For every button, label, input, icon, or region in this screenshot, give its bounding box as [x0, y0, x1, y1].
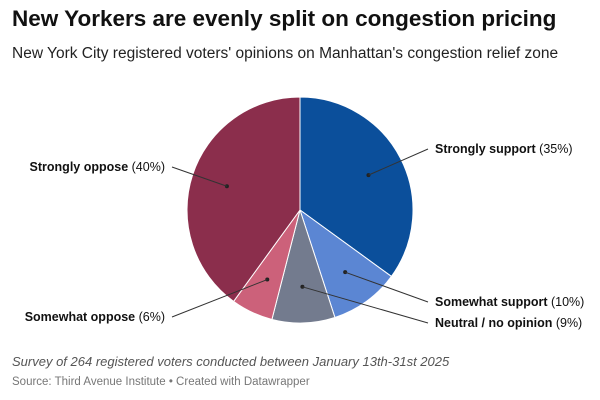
chart-title: New Yorkers are evenly split on congesti… — [12, 6, 557, 31]
slice-label-value: (40%) — [128, 160, 165, 174]
pie-slices — [186, 96, 414, 324]
leader-lines — [171, 148, 429, 324]
slice-somewhat-support — [299, 208, 393, 319]
slice-label-neutral: Neutral / no opinion (9%) — [435, 316, 582, 330]
slice-label-strongly-oppose: Strongly oppose (40%) — [30, 160, 165, 174]
chart-subtitle: New York City registered voters' opinion… — [12, 45, 559, 62]
slice-label-value: (10%) — [548, 295, 585, 309]
slice-label-name: Strongly support — [435, 142, 537, 156]
leader-line-somewhat-support — [345, 271, 429, 303]
slice-strongly-support — [299, 96, 414, 278]
slice-label-name: Neutral / no opinion — [435, 316, 552, 330]
slice-labels: Strongly support (35%) Somewhat support (… — [25, 142, 585, 330]
source-credit: Source: Third Avenue Institute • Created… — [12, 376, 310, 388]
slice-label-name: Somewhat support — [435, 295, 548, 309]
slice-label-somewhat-support: Somewhat support (10%) — [435, 295, 584, 309]
slice-label-name: Strongly oppose — [30, 160, 129, 174]
survey-note: Survey of 264 registered voters conducte… — [12, 354, 450, 369]
slice-label-somewhat-oppose: Somewhat oppose (6%) — [25, 310, 165, 324]
slice-label-value: (6%) — [135, 310, 165, 324]
slice-label-value: (35%) — [536, 142, 573, 156]
leader-line-neutral — [302, 286, 429, 324]
leader-line-somewhat-oppose — [171, 279, 268, 318]
slice-label-name: Somewhat oppose — [25, 310, 135, 324]
leader-line-strongly-support — [368, 148, 429, 176]
slice-label-strongly-support: Strongly support (35%) — [435, 142, 573, 156]
slice-strongly-oppose — [186, 96, 301, 303]
leader-line-strongly-oppose — [171, 166, 228, 187]
slice-label-value: (9%) — [552, 316, 582, 330]
